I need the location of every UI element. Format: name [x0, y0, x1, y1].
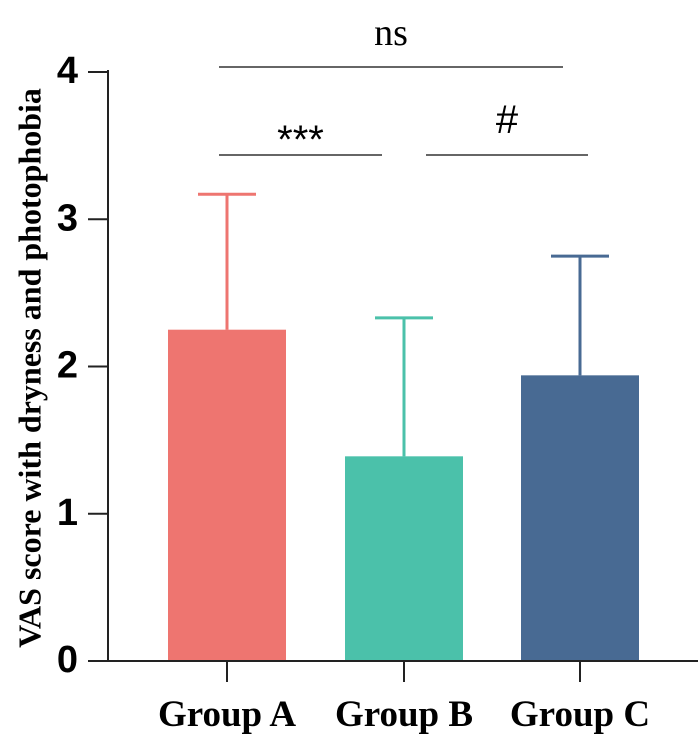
y-tick-label: 0: [57, 639, 78, 681]
bars: [168, 192, 639, 661]
y-axis-title: VAS score with dryness and photophobia: [11, 88, 47, 648]
significance-label: ***: [277, 118, 324, 162]
x-tick-label: Group B: [335, 694, 473, 735]
bar: [345, 456, 463, 661]
significance-annotations: ns *** #: [219, 12, 588, 162]
bar: [521, 375, 639, 661]
y-tick-label: 2: [57, 345, 78, 387]
y-tick-label: 3: [57, 197, 78, 239]
y-tick-label: 1: [57, 492, 78, 534]
bar: [168, 329, 286, 661]
significance-label: ns: [374, 12, 408, 54]
x-axis: Group A Group B Group C: [158, 661, 650, 735]
y-tick-label: 4: [57, 50, 78, 92]
y-axis: 0 1 2 3 4: [57, 50, 108, 681]
x-tick-label: Group A: [158, 694, 296, 735]
significance-label: #: [496, 98, 519, 142]
x-tick-label: Group C: [510, 694, 650, 735]
